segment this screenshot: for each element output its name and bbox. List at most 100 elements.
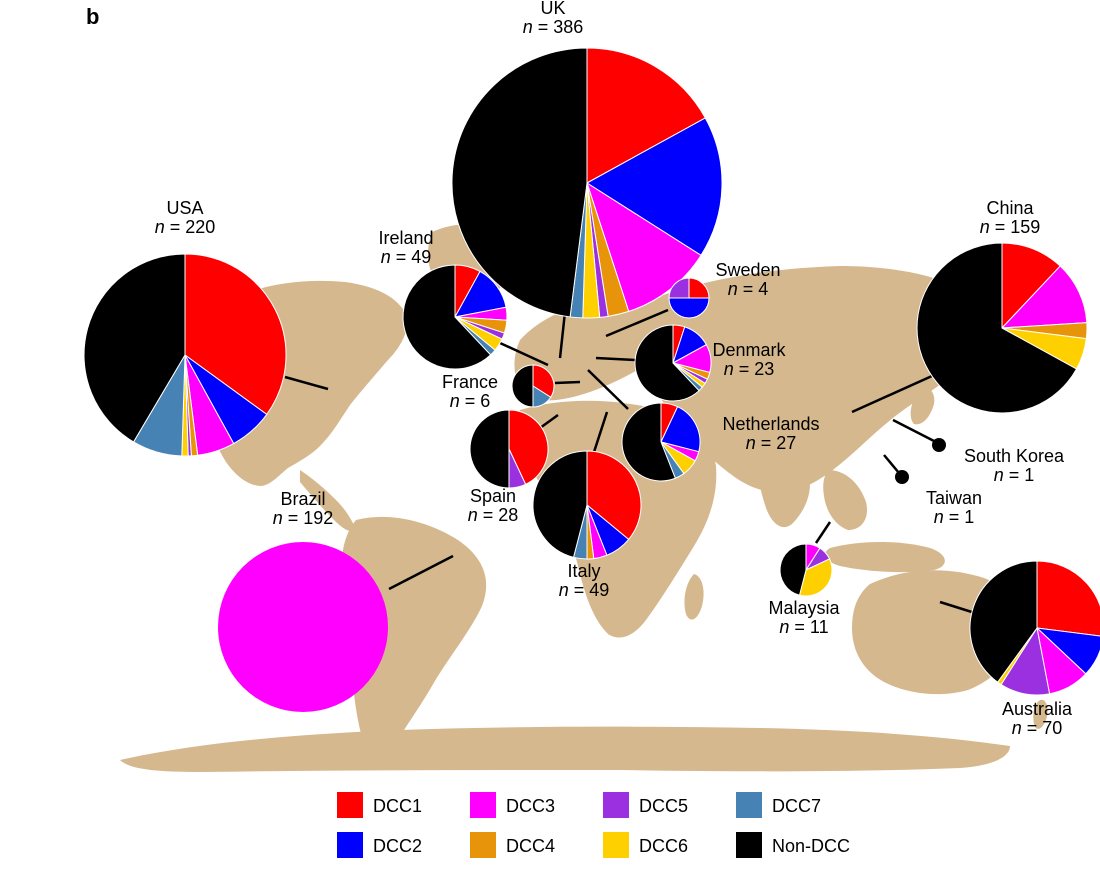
country-name-malaysia: Malaysia bbox=[768, 598, 840, 618]
n-value: 27 bbox=[776, 433, 796, 453]
country-count-ireland: n = 49 bbox=[381, 247, 432, 267]
pie-brazil bbox=[218, 542, 388, 712]
n-separator: = bbox=[738, 279, 759, 299]
legend-swatch-nondcc bbox=[736, 832, 762, 858]
legend-swatch-dcc3 bbox=[470, 792, 496, 818]
pie-malaysia bbox=[779, 543, 833, 597]
legend-item-dcc2: DCC2 bbox=[337, 832, 422, 858]
legend-item-dcc6: DCC6 bbox=[603, 832, 688, 858]
n-prefix: n bbox=[155, 217, 165, 237]
country-count-south-korea: n = 1 bbox=[994, 465, 1035, 485]
legend-item-dcc7: DCC7 bbox=[736, 792, 821, 818]
pie-australia bbox=[969, 560, 1100, 696]
country-count-china: n = 159 bbox=[980, 217, 1041, 237]
n-value: 220 bbox=[185, 217, 215, 237]
country-name-usa: USA bbox=[166, 198, 203, 218]
n-prefix: n bbox=[559, 580, 569, 600]
country-name-taiwan: Taiwan bbox=[926, 488, 982, 508]
leader-line-brazil bbox=[388, 554, 454, 591]
leader-line-south-korea bbox=[892, 418, 935, 443]
country-name-south-korea: South Korea bbox=[964, 446, 1065, 466]
pie-slice-malaysia-nondcc bbox=[779, 543, 807, 596]
pie-slice-usa-nondcc bbox=[83, 253, 186, 443]
pie-denmark bbox=[634, 324, 712, 402]
pie-slice-netherlands-dcc2 bbox=[660, 406, 701, 453]
land-antarctica bbox=[120, 726, 1010, 772]
n-value: 192 bbox=[303, 508, 333, 528]
pie-sweden bbox=[668, 277, 710, 319]
legend-label-dcc6: DCC6 bbox=[639, 836, 688, 856]
legend: DCC1 DCC2 DCC3 DCC4 DCC5 DCC6 DCC7 Non-DCC bbox=[337, 792, 850, 858]
land-india bbox=[757, 440, 811, 528]
country-count-sweden: n = 4 bbox=[728, 279, 769, 299]
leader-line-netherlands bbox=[587, 369, 629, 410]
n-separator: = bbox=[478, 505, 499, 525]
pie-slice-sweden-dcc2 bbox=[668, 297, 710, 319]
pie-slice-uk-dcc1 bbox=[586, 47, 706, 184]
n-value: 49 bbox=[411, 247, 431, 267]
land-madagascar bbox=[684, 574, 704, 620]
n-prefix: n bbox=[724, 359, 734, 379]
pie-slice-italy-nondcc bbox=[532, 450, 588, 558]
n-prefix: n bbox=[779, 617, 789, 637]
n-prefix: n bbox=[450, 391, 460, 411]
n-value: 6 bbox=[480, 391, 490, 411]
leader-line-denmark bbox=[595, 356, 636, 362]
country-name-uk: UK bbox=[540, 0, 565, 18]
n-value: 159 bbox=[1010, 217, 1040, 237]
land-indonesia bbox=[825, 542, 945, 573]
pie-slice-spain-dcc1 bbox=[508, 409, 549, 485]
pie-slice-china-dcc3 bbox=[1000, 265, 1088, 329]
legend-label-dcc5: DCC5 bbox=[639, 796, 688, 816]
n-value: 1 bbox=[964, 507, 974, 527]
country-count-australia: n = 70 bbox=[1012, 718, 1063, 738]
pie-slice-usa-dcc1 bbox=[184, 253, 287, 416]
country-count-france: n = 6 bbox=[450, 391, 491, 411]
leader-line-usa bbox=[284, 375, 329, 391]
pie-uk bbox=[451, 47, 723, 319]
pie-slice-denmark-nondcc bbox=[634, 324, 700, 402]
pie-slice-australia-nondcc bbox=[969, 560, 1038, 683]
n-value: 1 bbox=[1024, 465, 1034, 485]
n-value: 70 bbox=[1042, 718, 1062, 738]
n-separator: = bbox=[990, 217, 1011, 237]
n-prefix: n bbox=[468, 505, 478, 525]
legend-swatch-dcc5 bbox=[603, 792, 629, 818]
pie-italy bbox=[532, 450, 642, 560]
leader-line-taiwan bbox=[883, 454, 900, 474]
n-value: 28 bbox=[498, 505, 518, 525]
legend-label-nondcc: Non-DCC bbox=[772, 836, 850, 856]
leader-line-australia bbox=[939, 600, 976, 615]
n-separator: = bbox=[1022, 718, 1043, 738]
leader-line-france bbox=[554, 380, 581, 385]
legend-swatch-dcc4 bbox=[470, 832, 496, 858]
land-new-zealand bbox=[1033, 699, 1048, 729]
pie-france bbox=[511, 364, 555, 408]
n-value: 49 bbox=[589, 580, 609, 600]
legend-item-nondcc: Non-DCC bbox=[736, 832, 850, 858]
n-separator: = bbox=[944, 507, 965, 527]
legend-label-dcc4: DCC4 bbox=[506, 836, 555, 856]
leader-lines bbox=[284, 308, 976, 615]
country-name-spain: Spain bbox=[470, 486, 516, 506]
legend-swatch-dcc6 bbox=[603, 832, 629, 858]
leader-line-ireland bbox=[499, 341, 549, 367]
pie-slice-uk-nondcc bbox=[451, 47, 588, 318]
n-prefix: n bbox=[746, 433, 756, 453]
n-separator: = bbox=[1004, 465, 1025, 485]
pie-spain bbox=[469, 409, 549, 489]
n-value: 11 bbox=[810, 617, 829, 637]
leader-line-sweden bbox=[605, 308, 669, 338]
country-name-italy: Italy bbox=[567, 561, 600, 581]
n-prefix: n bbox=[381, 247, 391, 267]
pie-slice-south-korea-nondcc bbox=[932, 438, 946, 452]
country-name-netherlands: Netherlands bbox=[722, 414, 819, 434]
leader-line-spain bbox=[539, 413, 559, 430]
legend-label-dcc3: DCC3 bbox=[506, 796, 555, 816]
n-separator: = bbox=[734, 359, 755, 379]
n-separator: = bbox=[789, 617, 810, 637]
n-separator: = bbox=[391, 247, 412, 267]
legend-label-dcc7: DCC7 bbox=[772, 796, 821, 816]
